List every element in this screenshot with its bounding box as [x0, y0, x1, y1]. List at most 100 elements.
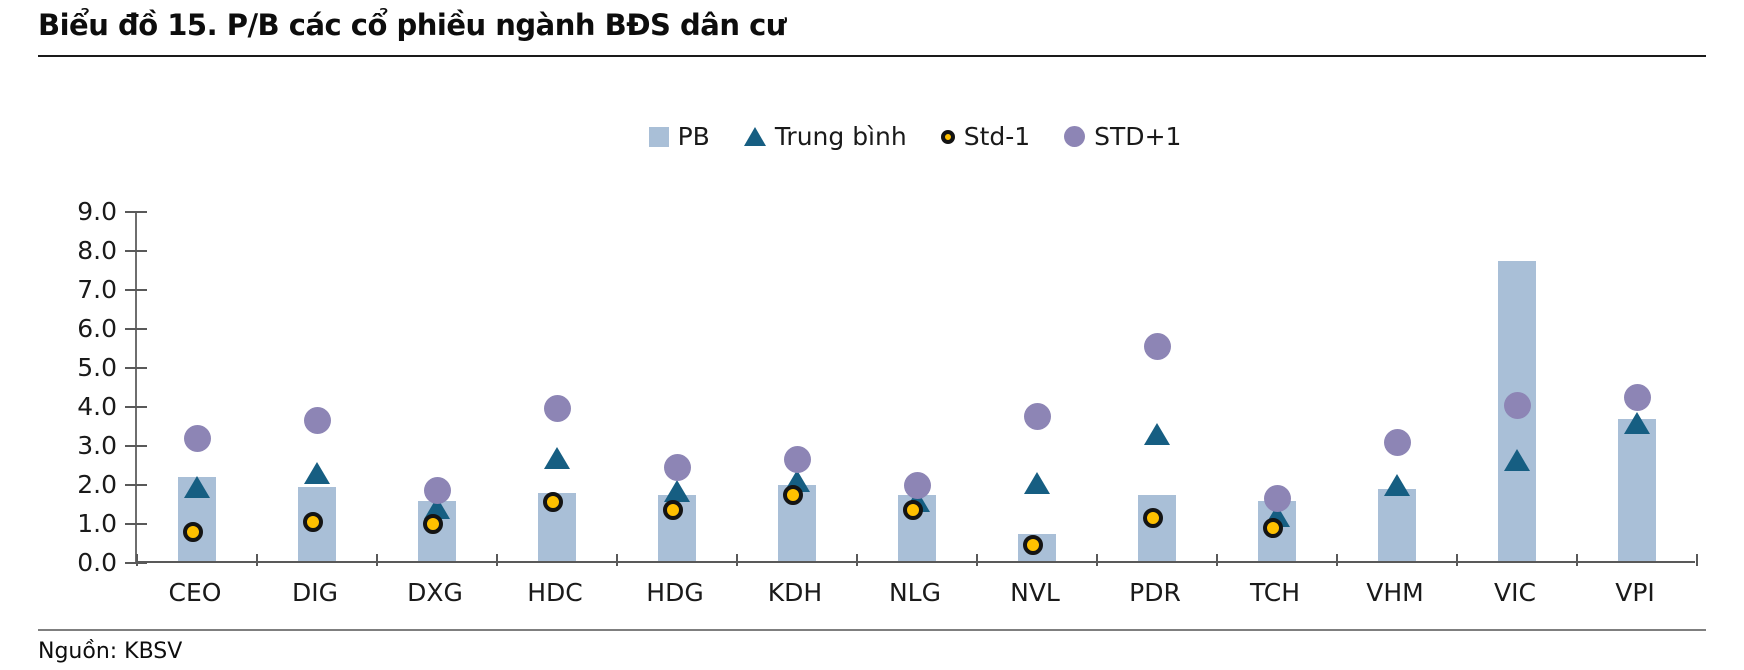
y-axis-tick-label: 5.0: [77, 353, 117, 382]
bar-VHM: [1378, 488, 1416, 561]
mean-marker-VIC: [1504, 448, 1530, 471]
std-minus1-marker-NLG: [903, 500, 923, 521]
y-axis-tick: [125, 289, 147, 291]
x-axis-label-TCH: TCH: [1249, 578, 1301, 607]
bar-VPI: [1618, 418, 1656, 561]
x-axis-labels: CEO DIG DXG HDC HDG KDH NLG NVL PDR TCH VHM VIC VPI: [135, 578, 1695, 607]
std-minus1-marker-DXG: [423, 513, 443, 534]
x-axis-label-HDG: HDG: [646, 578, 704, 607]
y-axis-tick-label: 3.0: [77, 431, 117, 460]
std-plus1-marker-HDG: [663, 453, 691, 481]
std-plus1-marker-DXG: [423, 477, 451, 505]
x-axis-label-NVL: NVL: [1010, 578, 1060, 607]
std-plus1-marker-NLG: [903, 471, 931, 499]
std-plus1-marker-HDC: [543, 395, 571, 423]
x-axis-label-PDR: PDR: [1129, 578, 1181, 607]
y-axis-tick-label: 7.0: [77, 275, 117, 304]
y-axis-tick: [125, 445, 147, 447]
x-axis-tick: [496, 554, 498, 566]
mean-marker-HDG: [664, 479, 690, 502]
legend-item-label: PB: [677, 122, 710, 151]
chart-legend: PB Trung bình Std-1 STD+1: [135, 122, 1695, 151]
x-axis-tick: [1456, 554, 1458, 566]
x-axis-label-VPI: VPI: [1615, 578, 1655, 607]
std-minus1-marker-NVL: [1023, 535, 1043, 556]
mean-marker-HDC: [544, 446, 570, 469]
std-plus1-marker-VHM: [1383, 428, 1411, 456]
std-plus1-marker-VPI: [1623, 383, 1651, 411]
x-axis-tick: [376, 554, 378, 566]
legend-std-plus1-circle-icon: [1064, 126, 1086, 147]
std-plus1-marker-DIG: [303, 407, 331, 435]
std-plus1-marker-KDH: [783, 446, 811, 474]
x-axis-label-NLG: NLG: [888, 578, 941, 607]
mean-marker-PDR: [1144, 423, 1170, 446]
y-axis-tick: [125, 484, 147, 486]
title-divider: [38, 55, 1706, 57]
std-minus1-marker-DIG: [303, 511, 323, 532]
x-axis-tick: [1696, 554, 1698, 566]
y-axis-tick-label: 6.0: [77, 314, 117, 343]
legend-item-label: Trung bình: [774, 122, 907, 151]
x-axis-label-KDH: KDH: [767, 578, 823, 607]
legend-item-label: Std-1: [963, 122, 1031, 151]
std-plus1-marker-PDR: [1143, 333, 1171, 361]
x-axis-tick: [736, 554, 738, 566]
y-axis-tick-label: 1.0: [77, 509, 117, 538]
x-axis-tick: [256, 554, 258, 566]
std-plus1-marker-CEO: [183, 424, 211, 452]
x-axis-label-CEO: CEO: [168, 578, 222, 607]
std-plus1-marker-VIC: [1503, 391, 1531, 419]
source-label: Nguồn: KBSV: [38, 639, 183, 664]
y-axis-tick: [125, 406, 147, 408]
legend-item: Trung bình: [743, 122, 907, 151]
y-axis-tick-label: 0.0: [77, 548, 117, 577]
x-axis-label-DIG: DIG: [292, 578, 338, 607]
std-minus1-marker-KDH: [783, 484, 803, 505]
y-axis-tick: [125, 250, 147, 252]
y-axis-tick: [125, 328, 147, 330]
std-plus1-marker-TCH: [1263, 485, 1291, 513]
std-minus1-marker-CEO: [183, 521, 203, 542]
x-axis-label-VHM: VHM: [1366, 578, 1424, 607]
y-axis-tick: [125, 211, 147, 213]
mean-marker-CEO: [184, 475, 210, 498]
legend-std-minus1-circle-icon: [940, 129, 955, 144]
x-axis-tick: [976, 554, 978, 566]
x-axis-tick: [136, 554, 138, 566]
footer-divider: [38, 629, 1706, 631]
mean-marker-DIG: [304, 462, 330, 485]
legend-item: PB: [648, 122, 710, 151]
legend-item: STD+1: [1064, 122, 1181, 151]
std-plus1-marker-NVL: [1023, 403, 1051, 431]
x-axis-label-DXG: DXG: [407, 578, 463, 607]
y-axis-tick-label: 9.0: [77, 197, 117, 226]
mean-marker-VHM: [1384, 474, 1410, 496]
mean-marker-VPI: [1624, 411, 1650, 434]
legend-mean-triangle-icon: [743, 127, 766, 146]
std-minus1-marker-TCH: [1263, 517, 1283, 538]
x-axis-tick: [1336, 554, 1338, 566]
legend-pb-swatch: [648, 126, 669, 147]
x-axis-tick: [1576, 554, 1578, 566]
std-minus1-marker-PDR: [1143, 508, 1163, 529]
x-axis-tick: [1096, 554, 1098, 566]
y-axis-tick: [125, 523, 147, 525]
page-title: Biểu đồ 15. P/B các cổ phiều ngành BĐS d…: [38, 8, 786, 42]
mean-marker-NVL: [1024, 472, 1050, 495]
x-axis-label-HDC: HDC: [527, 578, 583, 607]
legend-item-label: STD+1: [1094, 122, 1182, 151]
std-minus1-marker-HDG: [663, 500, 683, 521]
legend-item: Std-1: [940, 122, 1031, 151]
y-axis-tick-label: 2.0: [77, 470, 117, 499]
x-axis-label-VIC: VIC: [1494, 578, 1536, 607]
x-axis-tick: [856, 554, 858, 566]
x-axis-tick: [1216, 554, 1218, 566]
x-axis-tick: [616, 554, 618, 566]
y-axis-tick: [125, 367, 147, 369]
y-axis-tick-label: 8.0: [77, 236, 117, 265]
bar-PDR: [1138, 494, 1176, 561]
std-minus1-marker-HDC: [543, 492, 563, 513]
chart-plot-area: 0.0 1.0 2.0 3.0 4.0 5.0 6.0 7.0 8.0 9.0: [77, 197, 1698, 577]
y-axis-tick-label: 4.0: [77, 392, 117, 421]
